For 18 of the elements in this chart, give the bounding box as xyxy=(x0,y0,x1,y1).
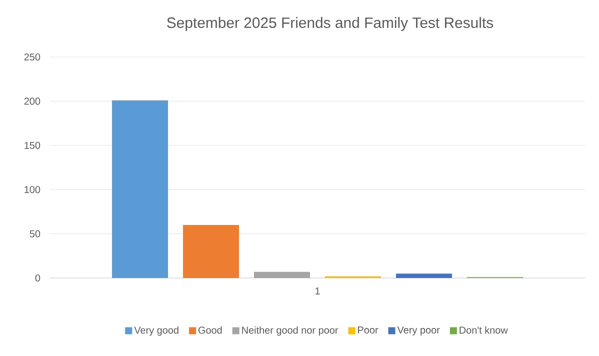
legend-label: Good xyxy=(198,326,222,334)
chart-title: September 2025 Friends and Family Test Results xyxy=(167,17,494,31)
legend-label: Very poor xyxy=(397,326,440,336)
y-tick-label: 200 xyxy=(24,98,40,105)
bar xyxy=(254,272,310,278)
y-tick-label: 0 xyxy=(35,274,40,282)
legend-label: Very good xyxy=(134,326,178,336)
x-tick-label: 1 xyxy=(316,288,320,294)
bar xyxy=(183,224,240,278)
y-tick-label: 150 xyxy=(24,142,40,149)
y-tick-label: 250 xyxy=(24,53,40,61)
bar xyxy=(396,274,452,278)
bar xyxy=(112,100,168,278)
y-tick-label: 50 xyxy=(30,230,40,238)
y-tick-label: 100 xyxy=(24,186,40,194)
legend-label: Poor xyxy=(358,326,378,334)
legend-label: Don't know xyxy=(460,326,508,334)
legend-label: Neither good nor poor xyxy=(242,326,338,336)
